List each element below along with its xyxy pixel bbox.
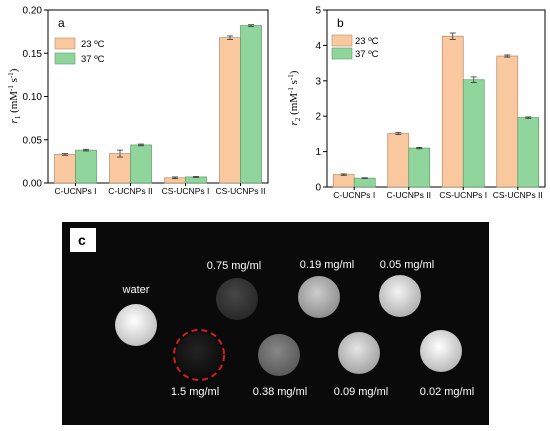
mri-sample-label: 0.09 mg/ml	[334, 386, 388, 398]
y-tick-label: 0.20	[23, 6, 43, 17]
panel-a-bars	[54, 24, 262, 184]
mri-sample-label: 0.05 mg/ml	[380, 259, 434, 271]
panel-a-legend-label-37: 37 ºC	[81, 54, 105, 65]
mri-sample-label: 0.19 mg/ml	[300, 259, 354, 271]
bar-37C	[462, 79, 485, 188]
mri-sample-disc	[258, 334, 300, 376]
bar-37C	[75, 149, 97, 184]
category-label: CS-UCNPs II	[215, 186, 265, 196]
bar-37C	[353, 177, 376, 188]
panel-a-category-labels: C-UCNPs I C-UCNPs II CS-UCNPs I CS-UCNPs II	[54, 183, 266, 196]
panel-c-mri-image: c water 0.75 mg/ml 0.19 mg/ml 0.05 mg/ml 1.5…	[62, 222, 489, 425]
panel-c-letter: c	[78, 232, 86, 248]
mri-sample-disc	[115, 304, 157, 346]
bar-23C	[496, 55, 519, 188]
bar-23C	[54, 154, 76, 184]
mri-sample-label: 0.38 mg/ml	[253, 386, 307, 398]
mri-sample-disc	[338, 332, 380, 374]
category-label: CS-UCNPs I	[439, 190, 487, 200]
y-tick-label: 0.10	[23, 92, 43, 103]
mri-sample-disc	[379, 275, 421, 317]
panel-b-legend-label-37: 37 ºC	[355, 49, 379, 60]
category-label: C-UCNPs I	[54, 186, 96, 196]
y-tick-label: 0.15	[23, 49, 43, 60]
panel-a-letter: a	[58, 16, 65, 30]
mri-sample-disc	[298, 276, 340, 318]
y-tick-label: 5	[315, 6, 321, 17]
mri-sample-disc	[216, 278, 258, 320]
y-tick-label: 0	[315, 183, 321, 194]
panel-a-legend-swatch-23	[54, 37, 76, 50]
bar-23C	[332, 174, 355, 188]
bar-37C	[517, 117, 540, 188]
category-label: C-UCNPs II	[108, 186, 152, 196]
panel-b-bars	[332, 32, 540, 188]
panel-b-legend-swatch-37	[331, 47, 353, 60]
mri-sample-label: 1.5 mg/ml	[171, 386, 219, 398]
y-tick-label: 3	[315, 76, 321, 87]
panel-b-plot-frame	[326, 9, 546, 188]
panel-b-chart: b 0 1 2 3 4 5 C-UCNPs I C-UCNPs II CS-UCNPs I CS…	[287, 6, 546, 200]
panel-a-y-axis-label: r1 (mM-1 s-1)	[7, 68, 22, 123]
y-tick-label: 1	[315, 147, 321, 158]
bar-37C	[130, 144, 152, 184]
panel-a-y-ticks: 0.00 0.05 0.10 0.15 0.20	[23, 6, 48, 190]
panel-b-legend-swatch-23	[331, 34, 353, 47]
mri-samples: water 0.75 mg/ml 0.19 mg/ml 0.05 mg/ml 1.5 m…	[115, 259, 474, 398]
y-tick-label: 4	[315, 41, 321, 52]
category-label: C-UCNPs I	[333, 190, 375, 200]
bar-37C	[185, 176, 207, 184]
bar-23C	[109, 153, 131, 184]
mri-sample-label: 0.02 mg/ml	[420, 386, 474, 398]
panel-a-legend-swatch-37	[54, 52, 76, 65]
y-tick-label: 0.00	[23, 179, 43, 190]
panel-a-legend-label-23: 23 ºC	[81, 39, 105, 50]
mri-sample-disc	[176, 332, 222, 378]
bar-37C	[408, 147, 431, 188]
panel-b-category-labels: C-UCNPs I C-UCNPs II CS-UCNPs I CS-UCNPs II	[333, 187, 543, 200]
panel-c-letter-box	[70, 228, 96, 252]
category-label: CS-UCNPs I	[162, 186, 210, 196]
mri-sample-label: 0.75 mg/ml	[207, 260, 261, 272]
panel-b-y-ticks: 0 1 2 3 4 5	[315, 6, 327, 194]
mri-sample-label: water	[122, 284, 150, 296]
y-tick-label: 0.05	[23, 135, 43, 146]
panel-b-legend-label-23: 23 ºC	[355, 36, 379, 47]
mri-sample-disc	[420, 330, 462, 372]
panel-b-y-axis-label: r2 (mM-1 s-1)	[287, 70, 302, 125]
y-tick-label: 2	[315, 112, 321, 123]
bar-37C	[240, 25, 262, 184]
bar-23C	[387, 133, 410, 188]
highlight-dashed-ring	[173, 329, 225, 381]
category-label: CS-UCNPs II	[493, 190, 543, 200]
bar-23C	[441, 35, 464, 188]
panel-a-chart: a 0.000.050.100.150.20 C-UCNPs I C-UCNPs …	[7, 6, 269, 196]
panel-a-legend: 23 ºC 37 ºC	[54, 37, 105, 65]
category-label: C-UCNPs II	[387, 190, 431, 200]
bar-23C	[219, 37, 241, 184]
panel-b-letter: b	[337, 16, 344, 30]
panel-b-legend: 23 ºC 37 ºC	[331, 34, 379, 60]
